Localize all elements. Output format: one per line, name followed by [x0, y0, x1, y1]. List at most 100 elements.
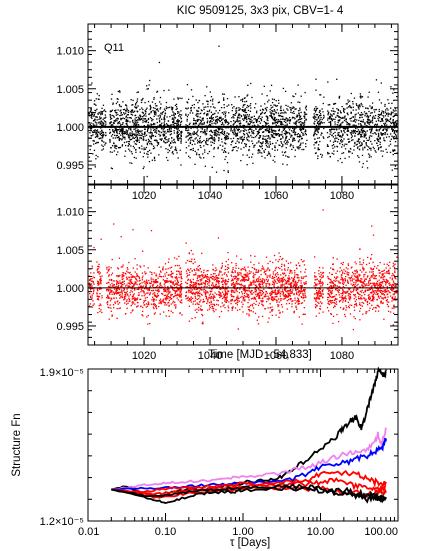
data-point — [394, 141, 397, 143]
data-point — [197, 135, 199, 137]
data-point — [349, 277, 351, 279]
data-point — [200, 119, 202, 121]
data-point — [143, 133, 146, 135]
data-point — [153, 139, 156, 141]
data-point — [189, 149, 192, 151]
data-point — [159, 270, 162, 272]
data-point — [250, 103, 252, 105]
data-point — [139, 298, 141, 301]
data-point — [268, 124, 270, 127]
data-point — [382, 129, 384, 132]
data-point — [176, 128, 178, 130]
data-point — [194, 286, 196, 288]
data-point — [113, 293, 115, 295]
data-point — [211, 275, 214, 278]
data-point — [359, 131, 361, 134]
data-point — [363, 268, 365, 270]
data-point — [126, 278, 128, 280]
data-point — [208, 282, 210, 284]
data-point — [316, 292, 319, 294]
data-point — [171, 146, 173, 148]
data-point — [134, 128, 137, 130]
data-point — [149, 117, 152, 119]
data-point — [209, 306, 211, 309]
data-point — [136, 120, 138, 122]
data-point — [133, 293, 135, 295]
data-point — [293, 112, 295, 115]
data-point — [155, 112, 157, 114]
data-point — [187, 102, 189, 104]
data-point — [295, 127, 297, 129]
data-point — [197, 101, 199, 104]
data-point — [169, 127, 171, 129]
data-point — [113, 150, 116, 152]
data-point — [134, 258, 136, 260]
data-point — [110, 291, 113, 293]
data-point — [159, 313, 161, 315]
data-point — [121, 123, 124, 125]
data-point — [301, 128, 303, 130]
data-point — [321, 296, 324, 298]
data-point — [316, 128, 318, 130]
data-point — [275, 105, 277, 107]
data-point — [345, 267, 348, 269]
data-point — [128, 143, 130, 145]
data-point — [102, 135, 104, 138]
data-point — [213, 155, 215, 158]
data-point — [240, 130, 242, 132]
data-point — [135, 298, 138, 300]
data-point — [167, 293, 169, 295]
data-point — [377, 132, 380, 135]
data-point — [385, 280, 388, 282]
data-point — [226, 132, 228, 134]
data-point — [124, 295, 127, 297]
data-point — [224, 158, 226, 161]
data-point — [127, 285, 129, 287]
data-point — [384, 128, 386, 130]
data-point — [248, 294, 250, 296]
data-point — [161, 113, 163, 115]
data-point — [331, 134, 333, 137]
data-point — [225, 284, 227, 286]
data-point — [371, 116, 374, 118]
data-point — [344, 315, 347, 318]
data-point — [198, 309, 200, 311]
data-point — [93, 129, 96, 132]
data-point — [260, 113, 262, 116]
data-point — [94, 129, 96, 131]
data-point — [343, 138, 345, 140]
data-point — [347, 264, 350, 267]
data-point — [214, 131, 216, 134]
data-point — [350, 130, 353, 132]
data-point — [236, 124, 238, 127]
data-point — [141, 145, 143, 147]
data-point — [256, 119, 258, 121]
data-point — [287, 105, 289, 107]
data-point — [278, 115, 280, 117]
data-point — [244, 117, 246, 119]
data-point — [120, 266, 122, 268]
data-point — [276, 293, 278, 296]
data-point — [174, 292, 176, 295]
data-point — [236, 134, 239, 137]
data-point — [276, 104, 278, 107]
data-point — [122, 108, 125, 111]
data-point — [363, 297, 366, 299]
data-point — [240, 136, 243, 139]
data-point — [154, 103, 157, 105]
data-point — [225, 127, 227, 129]
data-point — [257, 277, 259, 280]
data-point — [371, 269, 373, 271]
data-point — [89, 124, 91, 126]
data-point — [250, 284, 252, 286]
data-point — [140, 266, 142, 268]
data-point — [142, 121, 144, 123]
data-point — [355, 113, 357, 115]
data-point — [95, 98, 97, 100]
data-point — [122, 130, 124, 133]
data-point — [178, 270, 180, 273]
data-point — [319, 275, 321, 278]
data-point — [207, 120, 209, 122]
data-point — [284, 127, 286, 129]
data-point — [301, 138, 303, 140]
